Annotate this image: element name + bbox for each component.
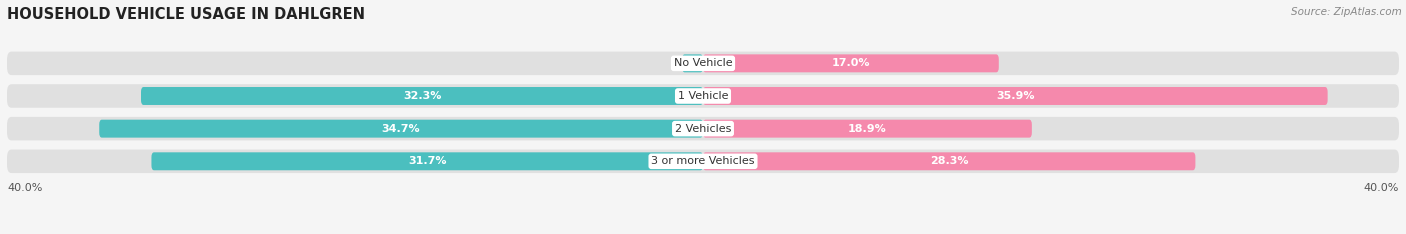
Text: No Vehicle: No Vehicle [673, 58, 733, 68]
FancyBboxPatch shape [152, 152, 703, 170]
Text: 18.9%: 18.9% [848, 124, 887, 134]
FancyBboxPatch shape [141, 87, 703, 105]
Text: 3 or more Vehicles: 3 or more Vehicles [651, 156, 755, 166]
Text: Source: ZipAtlas.com: Source: ZipAtlas.com [1291, 7, 1402, 17]
Text: 35.9%: 35.9% [995, 91, 1035, 101]
FancyBboxPatch shape [703, 87, 1327, 105]
FancyBboxPatch shape [703, 54, 998, 72]
Text: HOUSEHOLD VEHICLE USAGE IN DAHLGREN: HOUSEHOLD VEHICLE USAGE IN DAHLGREN [7, 7, 366, 22]
Text: 2 Vehicles: 2 Vehicles [675, 124, 731, 134]
Text: 31.7%: 31.7% [408, 156, 447, 166]
FancyBboxPatch shape [7, 150, 1399, 173]
Text: 17.0%: 17.0% [831, 58, 870, 68]
Text: 40.0%: 40.0% [1364, 183, 1399, 194]
Text: 1 Vehicle: 1 Vehicle [678, 91, 728, 101]
FancyBboxPatch shape [100, 120, 703, 138]
Text: 40.0%: 40.0% [7, 183, 42, 194]
FancyBboxPatch shape [7, 84, 1399, 108]
FancyBboxPatch shape [703, 120, 1032, 138]
FancyBboxPatch shape [7, 51, 1399, 75]
Text: 1.2%: 1.2% [678, 58, 709, 68]
FancyBboxPatch shape [7, 117, 1399, 140]
Text: 32.3%: 32.3% [402, 91, 441, 101]
Text: 34.7%: 34.7% [382, 124, 420, 134]
Text: 28.3%: 28.3% [929, 156, 969, 166]
FancyBboxPatch shape [682, 54, 703, 72]
FancyBboxPatch shape [703, 152, 1195, 170]
